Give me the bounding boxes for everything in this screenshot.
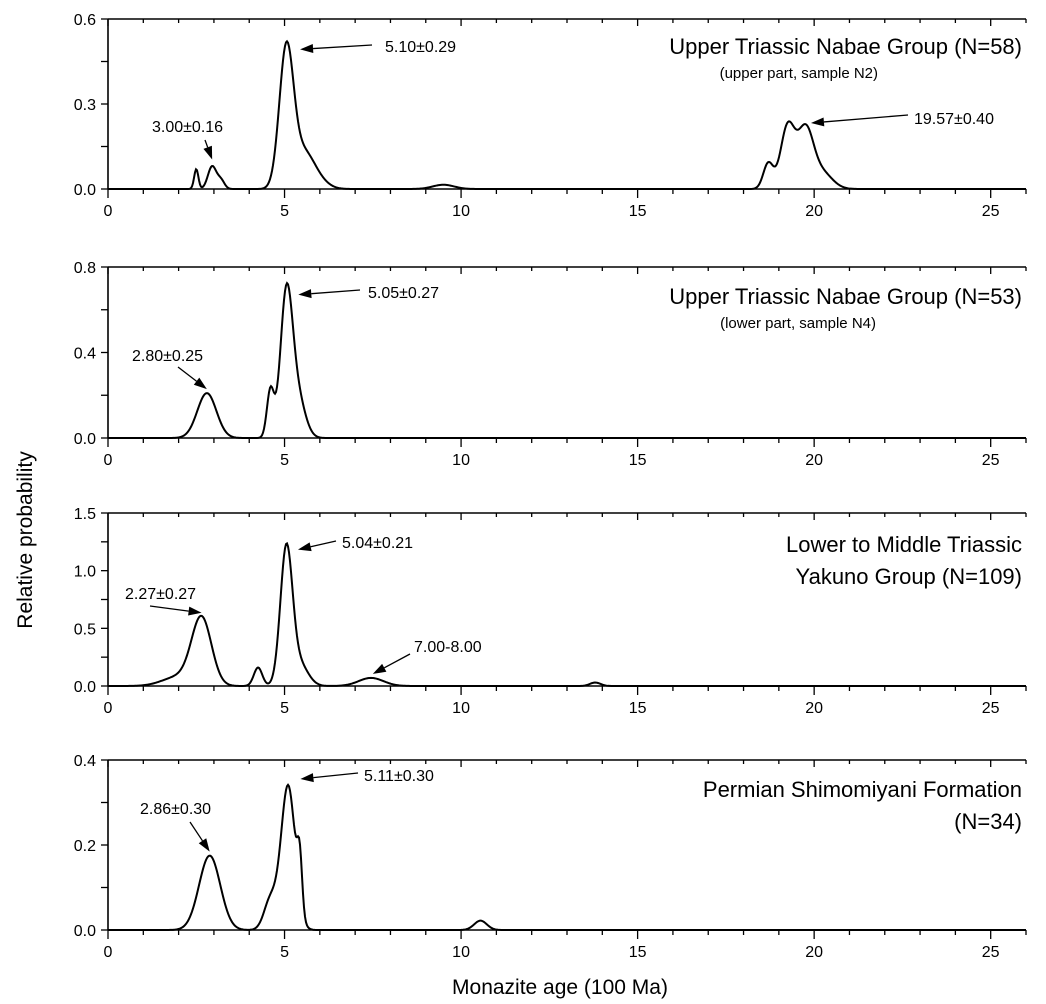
y-tick-label: 0.2: [74, 838, 96, 855]
peak-arrow-shaft: [204, 139, 209, 148]
x-tick-label: 25: [982, 203, 1000, 220]
x-tick-label: 25: [982, 700, 1000, 717]
peak-arrow-shaft: [189, 821, 204, 842]
peak-arrow-head: [188, 606, 202, 616]
peak-age-label: 2.86±0.30: [140, 801, 211, 818]
y-tick-label: 0.0: [74, 182, 96, 199]
peak-age-label: 3.00±0.16: [152, 119, 223, 136]
peak-arrow-head: [372, 663, 387, 674]
x-tick-label: 10: [452, 452, 470, 469]
y-tick-label: 0.4: [74, 753, 96, 770]
panel-2: 0 5 10 15 20 25 0.0 0.4 0.8 Upper Triassic Nabae …: [74, 260, 1027, 469]
panel-title-line: Lower to Middle Triassic: [786, 532, 1022, 557]
panel-title: Upper Triassic Nabae Group (N=58): [669, 34, 1022, 59]
y-tick-label: 0.0: [74, 431, 96, 448]
x-tick-label: 20: [805, 700, 823, 717]
x-tick-label: 5: [280, 203, 289, 220]
peak-arrow-shaft: [313, 44, 373, 50]
x-tick-label: 20: [805, 452, 823, 469]
panel-title-line: Yakuno Group (N=109): [796, 564, 1022, 589]
y-axis-label: Relative probability: [14, 451, 37, 629]
panel-4: 0 5 10 15 20 25 0.0 0.2 0.4 Permian Shimomiyani F…: [74, 753, 1027, 961]
y-tick-label: 1.5: [74, 506, 96, 523]
peak-arrow-shaft: [311, 289, 361, 295]
peak-arrow-head: [198, 838, 210, 852]
x-tick-label: 15: [629, 944, 647, 961]
peak-arrow-head: [297, 542, 312, 552]
peak-arrow-shaft: [823, 114, 909, 123]
panel-subtitle: (lower part, sample N4): [720, 315, 876, 332]
x-axis-label: Monazite age (100 Ma): [452, 976, 668, 999]
x-tick-label: 25: [982, 452, 1000, 469]
peak-age-label: 19.57±0.40: [914, 111, 994, 128]
panel-1: 0 5 10 15 20 25 0.0 0.3 0.6 Upper Triassic Nabae …: [74, 12, 1027, 220]
peak-arrow-head: [298, 289, 312, 299]
peak-age-label: 7.00-8.00: [414, 639, 482, 656]
peak-arrow-shaft: [313, 772, 359, 779]
x-tick-label: 10: [452, 944, 470, 961]
peak-age-label: 5.11±0.30: [364, 768, 434, 785]
y-tick-label: 1.0: [74, 564, 96, 581]
x-tick-label: 10: [452, 203, 470, 220]
y-tick-label: 0.0: [74, 923, 96, 940]
peak-arrow-head: [300, 44, 314, 54]
probability-curve: [108, 541, 1026, 687]
panel-subtitle: (upper part, sample N2): [720, 65, 878, 82]
y-tick-label: 0.8: [74, 260, 96, 277]
x-tick-label: 25: [982, 944, 1000, 961]
x-tick-label: 15: [629, 452, 647, 469]
x-tick-label: 15: [629, 700, 647, 717]
y-tick-label: 0.0: [74, 679, 96, 696]
y-tick-label: 0.6: [74, 12, 96, 29]
peak-arrow-shaft: [177, 366, 197, 382]
x-tick-label: 5: [280, 452, 289, 469]
peak-arrow-head: [810, 117, 825, 127]
y-tick-label: 0.4: [74, 346, 96, 363]
x-tick-label: 5: [280, 700, 289, 717]
x-tick-label: 10: [452, 700, 470, 717]
y-tick-label: 0.5: [74, 621, 96, 638]
panel-title: Upper Triassic Nabae Group (N=53): [669, 284, 1022, 309]
probability-curve: [108, 281, 1026, 439]
peak-age-label: 5.04±0.21: [342, 535, 413, 552]
peak-arrow-head: [203, 145, 213, 160]
panel-3: 0 5 10 15 20 25 0.0 0.5 1.0 1.5 Lower to Middle Tr…: [74, 506, 1027, 717]
peak-arrow-shaft: [310, 540, 337, 548]
peak-age-label: 2.27±0.27: [125, 586, 196, 603]
x-tick-label: 0: [104, 700, 113, 717]
peak-arrow-shaft: [383, 653, 411, 669]
peak-age-label: 5.05±0.27: [368, 285, 439, 302]
x-tick-label: 0: [104, 452, 113, 469]
x-tick-label: 0: [104, 203, 113, 220]
panels: 0 5 10 15 20 25 0.0 0.3 0.6 Upper Triassic Nabae …: [74, 12, 1027, 961]
probability-curve: [108, 39, 1026, 190]
probability-curve: [108, 783, 1026, 931]
y-tick-label: 0.3: [74, 97, 96, 114]
x-tick-label: 0: [104, 944, 113, 961]
peak-arrow-head: [193, 377, 207, 390]
peak-age-label: 2.80±0.25: [132, 348, 203, 365]
x-tick-label: 5: [280, 944, 289, 961]
panel-title-line: (N=34): [954, 809, 1022, 834]
peak-arrow-head: [300, 773, 314, 783]
x-tick-label: 20: [805, 203, 823, 220]
peak-arrow-shaft: [149, 605, 189, 612]
panel-title-line: Permian Shimomiyani Formation: [703, 777, 1022, 802]
x-tick-label: 15: [629, 203, 647, 220]
peak-age-label: 5.10±0.29: [385, 39, 456, 56]
x-tick-label: 20: [805, 944, 823, 961]
